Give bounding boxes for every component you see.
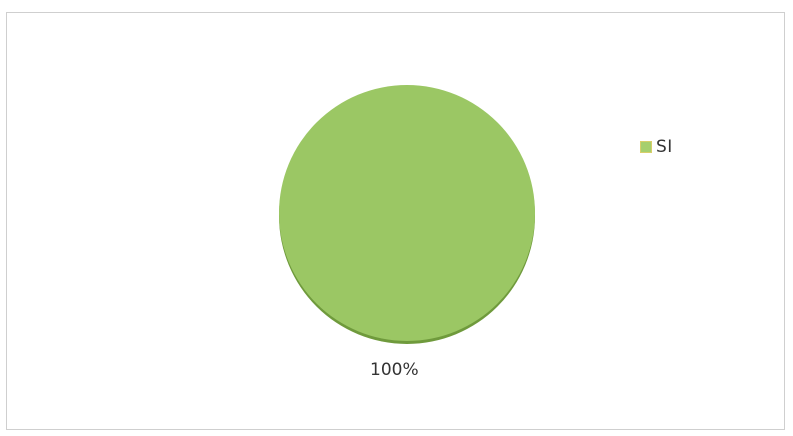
legend-label-si: SI — [656, 137, 673, 157]
data-label-si: 100% — [370, 360, 419, 380]
pie-slices — [279, 85, 535, 344]
pie-slice-si — [279, 85, 535, 341]
legend: SI — [640, 137, 673, 157]
legend-swatch-si — [640, 141, 652, 153]
